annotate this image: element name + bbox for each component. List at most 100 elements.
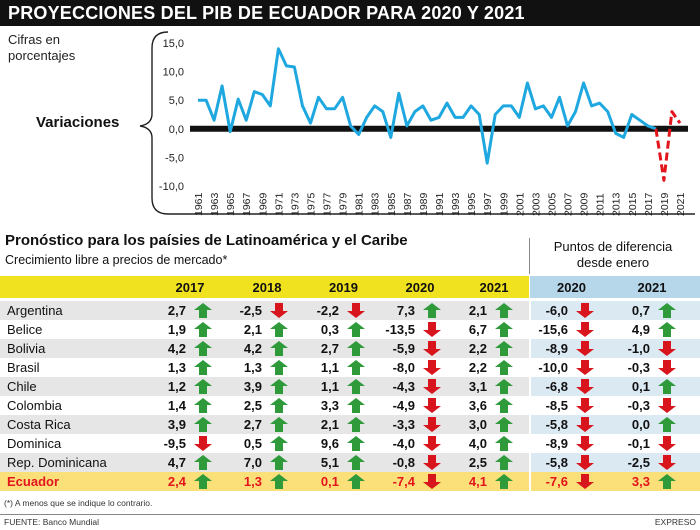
cell-value: 1,2 [167,379,186,394]
arrow-down-icon [423,455,441,470]
cell-value: -1,0 [627,341,650,356]
arrow-up-icon [423,303,441,318]
arrow-up-icon [347,398,365,413]
arrow-down-icon [658,436,676,451]
arrow-up-icon [495,436,513,451]
cell-value: 2,7 [320,341,339,356]
x-tick-label: 1963 [209,192,221,216]
x-tick-label: 1989 [418,192,430,216]
cell-value: -10,0 [538,360,568,375]
arrow-down-icon [423,379,441,394]
cell-value: -8,9 [545,436,568,451]
arrow-up-icon [658,379,676,394]
x-tick-label: 1991 [434,192,446,216]
arrow-down-icon [576,398,594,413]
source-note: FUENTE: Banco Mundial [4,517,99,527]
arrow-up-icon [658,322,676,337]
arrow-up-icon [658,417,676,432]
country-name: Belice [7,322,43,337]
cell-value: 3,3 [631,474,650,489]
country-name: Rep. Dominicana [7,455,107,470]
cell-value: 2,2 [468,360,487,375]
arrow-up-icon [347,322,365,337]
cell-value: -5,8 [545,455,568,470]
x-tick-label: 1975 [305,192,317,216]
cell-value: 4,2 [167,341,186,356]
cell-value: 6,7 [468,322,487,337]
series-line-projection [654,110,682,182]
arrow-up-icon [495,360,513,375]
arrow-up-icon [194,303,212,318]
x-tick-label: 2001 [514,192,526,216]
cell-value: -9,5 [163,436,186,451]
cell-value: 2,5 [468,455,487,470]
country-name: Chile [7,379,37,394]
arrow-up-icon [270,322,288,337]
cell-value: -2,5 [627,455,650,470]
cell-value: -6,0 [545,303,568,318]
x-tick-label: 1981 [354,192,366,216]
cell-value: 9,6 [320,436,339,451]
cell-value: 0,1 [631,379,650,394]
arrow-up-icon [347,360,365,375]
cell-value: -0,3 [627,360,650,375]
footer-divider [0,514,700,515]
x-tick-label: 1997 [482,192,494,216]
arrow-up-icon [495,341,513,356]
x-tick-label: 1971 [273,192,285,216]
cell-value: -2,5 [239,303,262,318]
cell-value: -15,6 [538,322,568,337]
arrow-down-icon [576,303,594,318]
cell-value: 2,5 [243,398,262,413]
cell-value: -2,2 [316,303,339,318]
arrow-up-icon [194,474,212,489]
cell-value: 1,4 [167,398,186,413]
arrow-down-icon [576,379,594,394]
y-tick-label: 10,0 [163,67,184,79]
arrow-up-icon [347,417,365,432]
cell-value: 1,1 [320,360,339,375]
x-tick-label: 2021 [675,192,687,216]
y-tick-label: 15,0 [163,38,184,50]
arrow-down-icon [423,360,441,375]
arrow-up-icon [347,379,365,394]
cell-value: 3,6 [468,398,487,413]
x-tick-label: 1995 [466,192,478,216]
cell-value: 4,2 [243,341,262,356]
cell-value: 3,9 [243,379,262,394]
arrow-up-icon [495,379,513,394]
country-name: Costa Rica [7,417,71,432]
arrow-up-icon [658,474,676,489]
x-tick-label: 1999 [498,192,510,216]
country-name: Argentina [7,303,63,318]
page-title: PROYECCIONES DEL PIB DE ECUADOR PARA 202… [8,3,525,23]
table-row: Costa Rica 3,9 2,7 2,1 -3,3 3,0 -5,8 0,0 [0,415,700,434]
arrow-up-icon [495,455,513,470]
chart-unit-note-line2: porcentajes [8,48,76,63]
arrow-up-icon [270,360,288,375]
cell-value: -5,8 [545,417,568,432]
arrow-up-icon [194,360,212,375]
table-heading: Pronóstico para los paísies de Latinoamé… [5,232,408,249]
x-tick-label: 1979 [338,192,350,216]
column-header: 2018 [252,279,282,295]
arrow-down-icon [576,474,594,489]
cell-value: -0,1 [627,436,650,451]
chart-unit-note-line1: Cifras en [8,32,61,47]
arrow-up-icon [270,341,288,356]
arrow-up-icon [194,341,212,356]
cell-value: -4,9 [392,398,415,413]
column-header: 2021 [637,279,667,295]
cell-value: -4,0 [392,436,415,451]
cell-value: 4,9 [631,322,650,337]
x-tick-label: 2009 [579,192,591,216]
country-name: Bolivia [7,341,46,356]
cell-value: 2,7 [243,417,262,432]
arrow-up-icon [194,455,212,470]
cell-value: 1,1 [320,379,339,394]
arrow-up-icon [270,474,288,489]
table-row: Dominica -9,5 0,5 9,6 -4,0 4,0 -8,9 -0,1 [0,434,700,453]
arrow-down-icon [576,436,594,451]
arrow-up-icon [495,417,513,432]
arrow-up-icon [495,303,513,318]
